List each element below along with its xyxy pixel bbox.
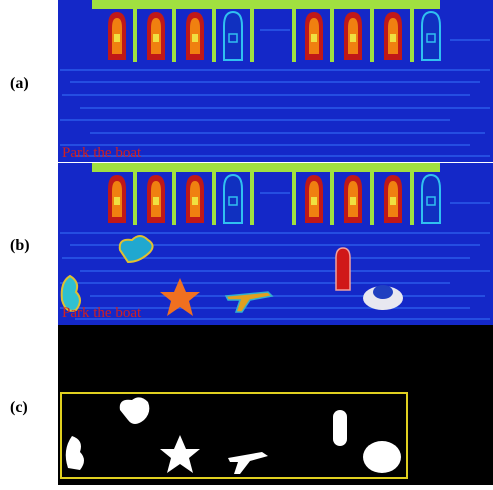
panel-c (58, 325, 493, 485)
panel-a: Park the boat (58, 0, 493, 162)
panel-label: (b) (10, 237, 30, 254)
game-caption: Park the boat (62, 305, 142, 321)
panel-b: Park the boat (58, 163, 493, 325)
game-caption: Park the boat (62, 145, 142, 161)
panel-label: (c) (10, 399, 28, 416)
figure: Park the boat (a) Park the boat (b) (c) (0, 0, 493, 485)
panel-label: (a) (10, 75, 29, 92)
